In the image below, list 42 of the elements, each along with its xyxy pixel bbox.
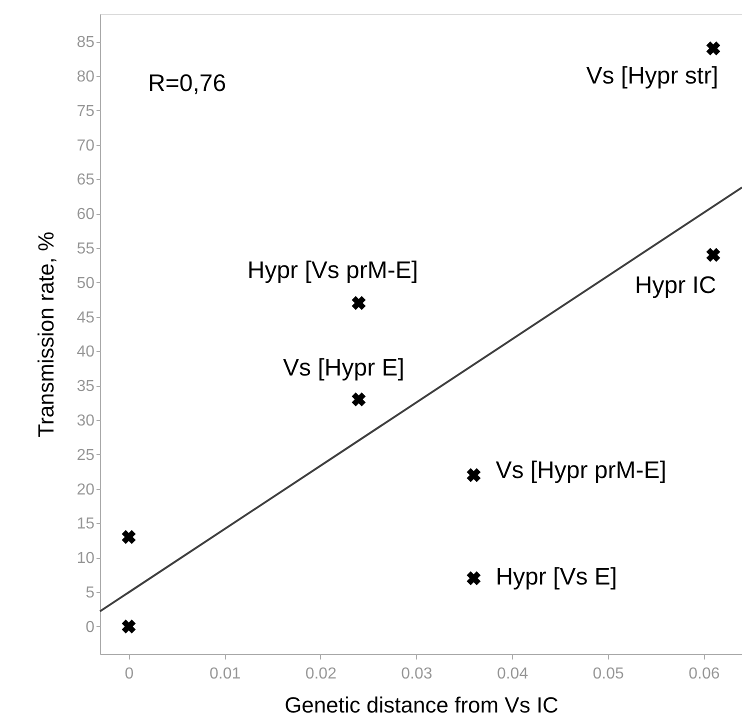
y-tick-label: 30 xyxy=(76,412,95,430)
annotation: Vs [Hypr prM-E] xyxy=(496,457,666,484)
y-tick-label: 60 xyxy=(76,206,95,224)
y-tick-label: 35 xyxy=(76,378,95,396)
x-tick-label: 0.03 xyxy=(401,666,432,682)
point xyxy=(466,571,481,586)
x-tick-label: 0.01 xyxy=(209,666,241,682)
y-tick-label: 75 xyxy=(76,102,95,120)
x-tick-label: 0.05 xyxy=(592,666,624,682)
y-tick-label: 70 xyxy=(76,137,95,154)
annotation: Vs [Hypr str] xyxy=(586,62,718,90)
annotation: Hypr [Vs prM-E] xyxy=(247,257,418,284)
y-tick-label: 40 xyxy=(76,344,95,361)
annotation: Hypr IC xyxy=(634,272,716,299)
y-tick-label: 50 xyxy=(76,274,95,292)
point xyxy=(352,296,366,310)
x-tick-label: 0 xyxy=(124,666,134,682)
point xyxy=(122,619,136,634)
x-tick-label: 0.02 xyxy=(305,666,337,682)
y-tick-label: 15 xyxy=(76,516,95,533)
y-tick-label: 5 xyxy=(86,584,95,602)
annotation: R=0,76 xyxy=(148,70,226,97)
y-tick-label: 80 xyxy=(76,68,95,86)
point xyxy=(122,530,136,544)
annotation: Hypr [Vs E] xyxy=(496,563,618,590)
y-tick-label: 25 xyxy=(76,446,95,464)
y-tick-label: 10 xyxy=(76,550,95,568)
y-tick-label: 20 xyxy=(76,481,95,498)
y-tick-label: 85 xyxy=(76,34,95,52)
y-tick-label: 65 xyxy=(76,172,95,189)
point xyxy=(352,392,366,406)
point xyxy=(466,468,481,482)
annotation: Vs [Hypr E] xyxy=(283,354,404,382)
x-tick-label: 0.06 xyxy=(688,666,720,682)
point xyxy=(706,248,720,262)
point xyxy=(706,41,720,56)
y-tick-label: 55 xyxy=(76,240,95,258)
y-axis-title: Transmission rate, % xyxy=(34,232,59,438)
y-tick-label: 0 xyxy=(86,618,95,636)
x-axis-title: Genetic distance from Vs IC xyxy=(284,692,559,716)
y-tick-label: 45 xyxy=(76,309,95,326)
x-tick-label: 0.04 xyxy=(496,666,528,682)
